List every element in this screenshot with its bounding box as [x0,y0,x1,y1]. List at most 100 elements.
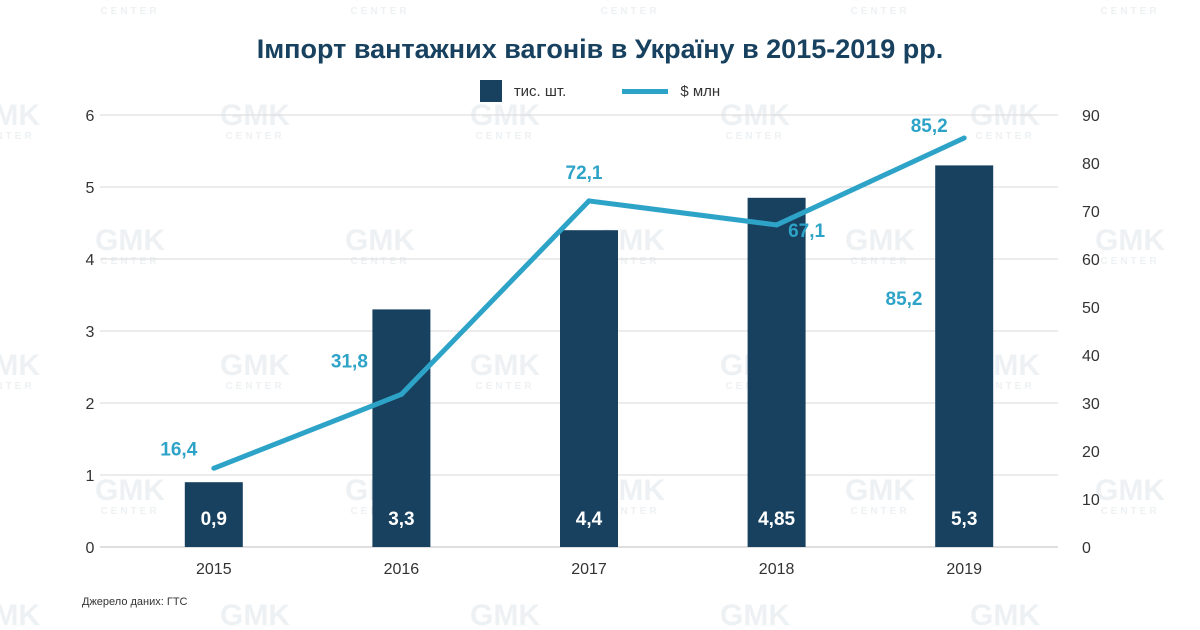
watermark-subtext: CENTER [100,6,159,17]
watermark-subtext: CENTER [1100,6,1159,17]
watermark-text: GMK [0,599,40,630]
watermark-subtext: CENTER [600,506,659,517]
right-axis-tick-label: 0 [1082,540,1091,557]
line-value-label: 67,1 [788,221,825,242]
watermark-subtext: CENTER [850,6,909,17]
right-axis-tick-label: 90 [1082,108,1100,125]
watermark-subtext: CENTER [225,381,284,392]
watermark-text: GMK [220,599,290,630]
left-axis-tick-label: 3 [86,324,95,341]
x-axis-tick-label: 2019 [946,561,982,578]
right-axis-tick-label: 20 [1082,444,1100,461]
watermark-subtext: CENTER [100,256,159,267]
legend-swatch-line [622,88,669,94]
bar-value-label: 0,9 [201,509,227,530]
watermark-subtext: CENTER [1100,256,1159,267]
watermark-subtext: CENTER [1100,506,1159,517]
right-axis-tick-label: 80 [1082,156,1100,173]
chart-legend: тис. шт. $ млн [0,80,1200,102]
legend-label-bars: тис. шт. [513,82,567,100]
legend-label-line: $ млн [680,82,721,100]
watermark-subtext: CENTER [0,131,35,142]
watermark-text: GMK [595,0,665,7]
right-axis-tick-label: 60 [1082,252,1100,269]
line-value-label: 72,1 [566,163,603,184]
line-value-label: 31,8 [331,351,368,372]
right-axis-tick-label: 10 [1082,492,1100,509]
label-layer: 0,9 3,3 4,4 4,85 5,3 16,4 31,8 72,1 67,1 85,2 85,2 [160,116,977,530]
watermark-subtext: CENTER [600,6,659,17]
bar-2017 [560,230,618,547]
source-note: Джерело даних: ГТС [82,596,188,608]
watermark-text: GMK [345,0,415,7]
bar-2016 [372,309,431,547]
chart-title: Імпорт вантажних вагонів в Україну в 201… [256,34,944,64]
left-axis-tick-label: 1 [86,468,95,485]
left-axis-tick-label: 6 [86,108,95,125]
watermark-subtext: CENTER [475,381,534,392]
x-axis-tick-label: 2016 [384,561,420,578]
line-point-2017 [586,198,592,204]
legend-item-line: $ млн [622,83,720,100]
watermark-subtext: CENTER [975,381,1034,392]
x-axis-tick-label: 2015 [196,561,232,578]
watermark-layer: GMKCENTERGMKCENTERGMKCENTERGMKCENTERGMKC… [0,0,1165,630]
x-axis-tick-label: 2018 [759,561,795,578]
watermark-subtext: CENTER [100,506,159,517]
line-point-2016 [398,391,404,397]
watermark-subtext: CENTER [850,506,909,517]
watermark-text: GMK [845,0,915,7]
watermark-subtext: CENTER [0,381,35,392]
bar-value-label: 3,3 [388,509,414,530]
watermark-subtext: CENTER [350,6,409,17]
watermark-text: GMK [95,474,165,507]
line-value-label: 16,4 [160,439,197,460]
x-axis-tick-label: 2017 [571,561,607,578]
line-value-label: 85,2 [911,116,948,137]
watermark-text: GMK [95,224,165,257]
watermark-subtext: CENTER [850,256,909,267]
bar-value-label: 4,4 [576,509,603,530]
watermark-text: GMK [845,224,915,257]
watermark-text: GMK [1095,224,1165,257]
left-axis-tick-label: 4 [86,252,95,269]
watermark-subtext: CENTER [725,131,784,142]
watermark-text: GMK [845,474,915,507]
line-point-2019 [961,135,967,141]
left-axis-tick-label: 0 [86,540,95,557]
right-axis-tick-label: 30 [1082,396,1100,413]
left-axis-tick-label: 2 [86,396,95,413]
watermark-text: GMK [345,224,415,257]
legend-swatch-bars [479,80,502,102]
watermark-text: GMK [0,349,40,382]
bar-2015 [184,482,243,547]
right-axis-tick-label: 70 [1082,204,1100,221]
right-axis-tick-label: 40 [1082,348,1100,365]
extra-annotation-label: 85,2 [886,289,923,310]
bar-2018 [747,197,806,548]
bar-layer [184,165,994,548]
watermark-text: GMK [0,99,40,132]
watermark-text: GMK [1095,0,1165,7]
watermark-text: GMK [95,0,165,7]
watermark-subtext: CENTER [475,131,534,142]
watermark-subtext: CENTER [225,131,284,142]
watermark-text: GMK [1095,474,1165,507]
watermark-text: GMK [970,599,1040,630]
bar-value-label: 5,3 [951,509,977,530]
left-axis-tick-label: 5 [86,180,95,197]
watermark-subtext: CENTER [975,131,1034,142]
line-layer [211,135,967,471]
watermark-text: GMK [220,349,290,382]
watermark-text: GMK [470,599,540,630]
watermark-text: GMK [720,599,790,630]
right-axis-tick-label: 50 [1082,300,1100,317]
line-point-2018 [774,222,780,228]
legend-item-bars: тис. шт. [479,80,567,102]
watermark-subtext: CENTER [350,256,409,267]
watermark-text: GMK [470,349,540,382]
line-point-2015 [211,465,217,471]
watermark-subtext: CENTER [600,256,659,267]
